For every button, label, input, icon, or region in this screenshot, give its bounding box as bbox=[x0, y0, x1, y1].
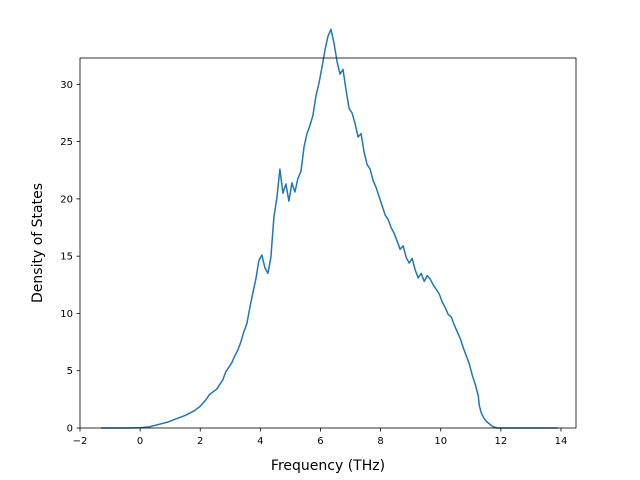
y-tick-label: 30 bbox=[60, 80, 73, 91]
x-tick-label: 14 bbox=[555, 436, 568, 447]
y-tick-label: 25 bbox=[60, 137, 73, 148]
dos-series-line bbox=[101, 28, 558, 429]
y-tick-label: 0 bbox=[67, 424, 73, 435]
y-tick-label: 15 bbox=[60, 252, 73, 263]
x-tick-label: 12 bbox=[494, 436, 507, 447]
x-tick-label: 4 bbox=[257, 436, 263, 447]
axes-frame bbox=[79, 57, 577, 429]
x-tick-label: 8 bbox=[377, 436, 383, 447]
x-tick-label: 6 bbox=[317, 436, 323, 447]
x-tick-label: 2 bbox=[197, 436, 203, 447]
x-tick-label: 10 bbox=[434, 436, 447, 447]
x-tick-label: −2 bbox=[73, 436, 88, 447]
y-tick-label: 10 bbox=[60, 309, 73, 320]
plot-area bbox=[101, 28, 558, 429]
y-tick-label: 20 bbox=[60, 194, 73, 205]
y-tick-label: 5 bbox=[67, 366, 73, 377]
y-axis-label: Density of States bbox=[30, 183, 46, 303]
x-axis-label: Frequency (THz) bbox=[271, 458, 385, 474]
x-tick-label: 0 bbox=[137, 436, 143, 447]
